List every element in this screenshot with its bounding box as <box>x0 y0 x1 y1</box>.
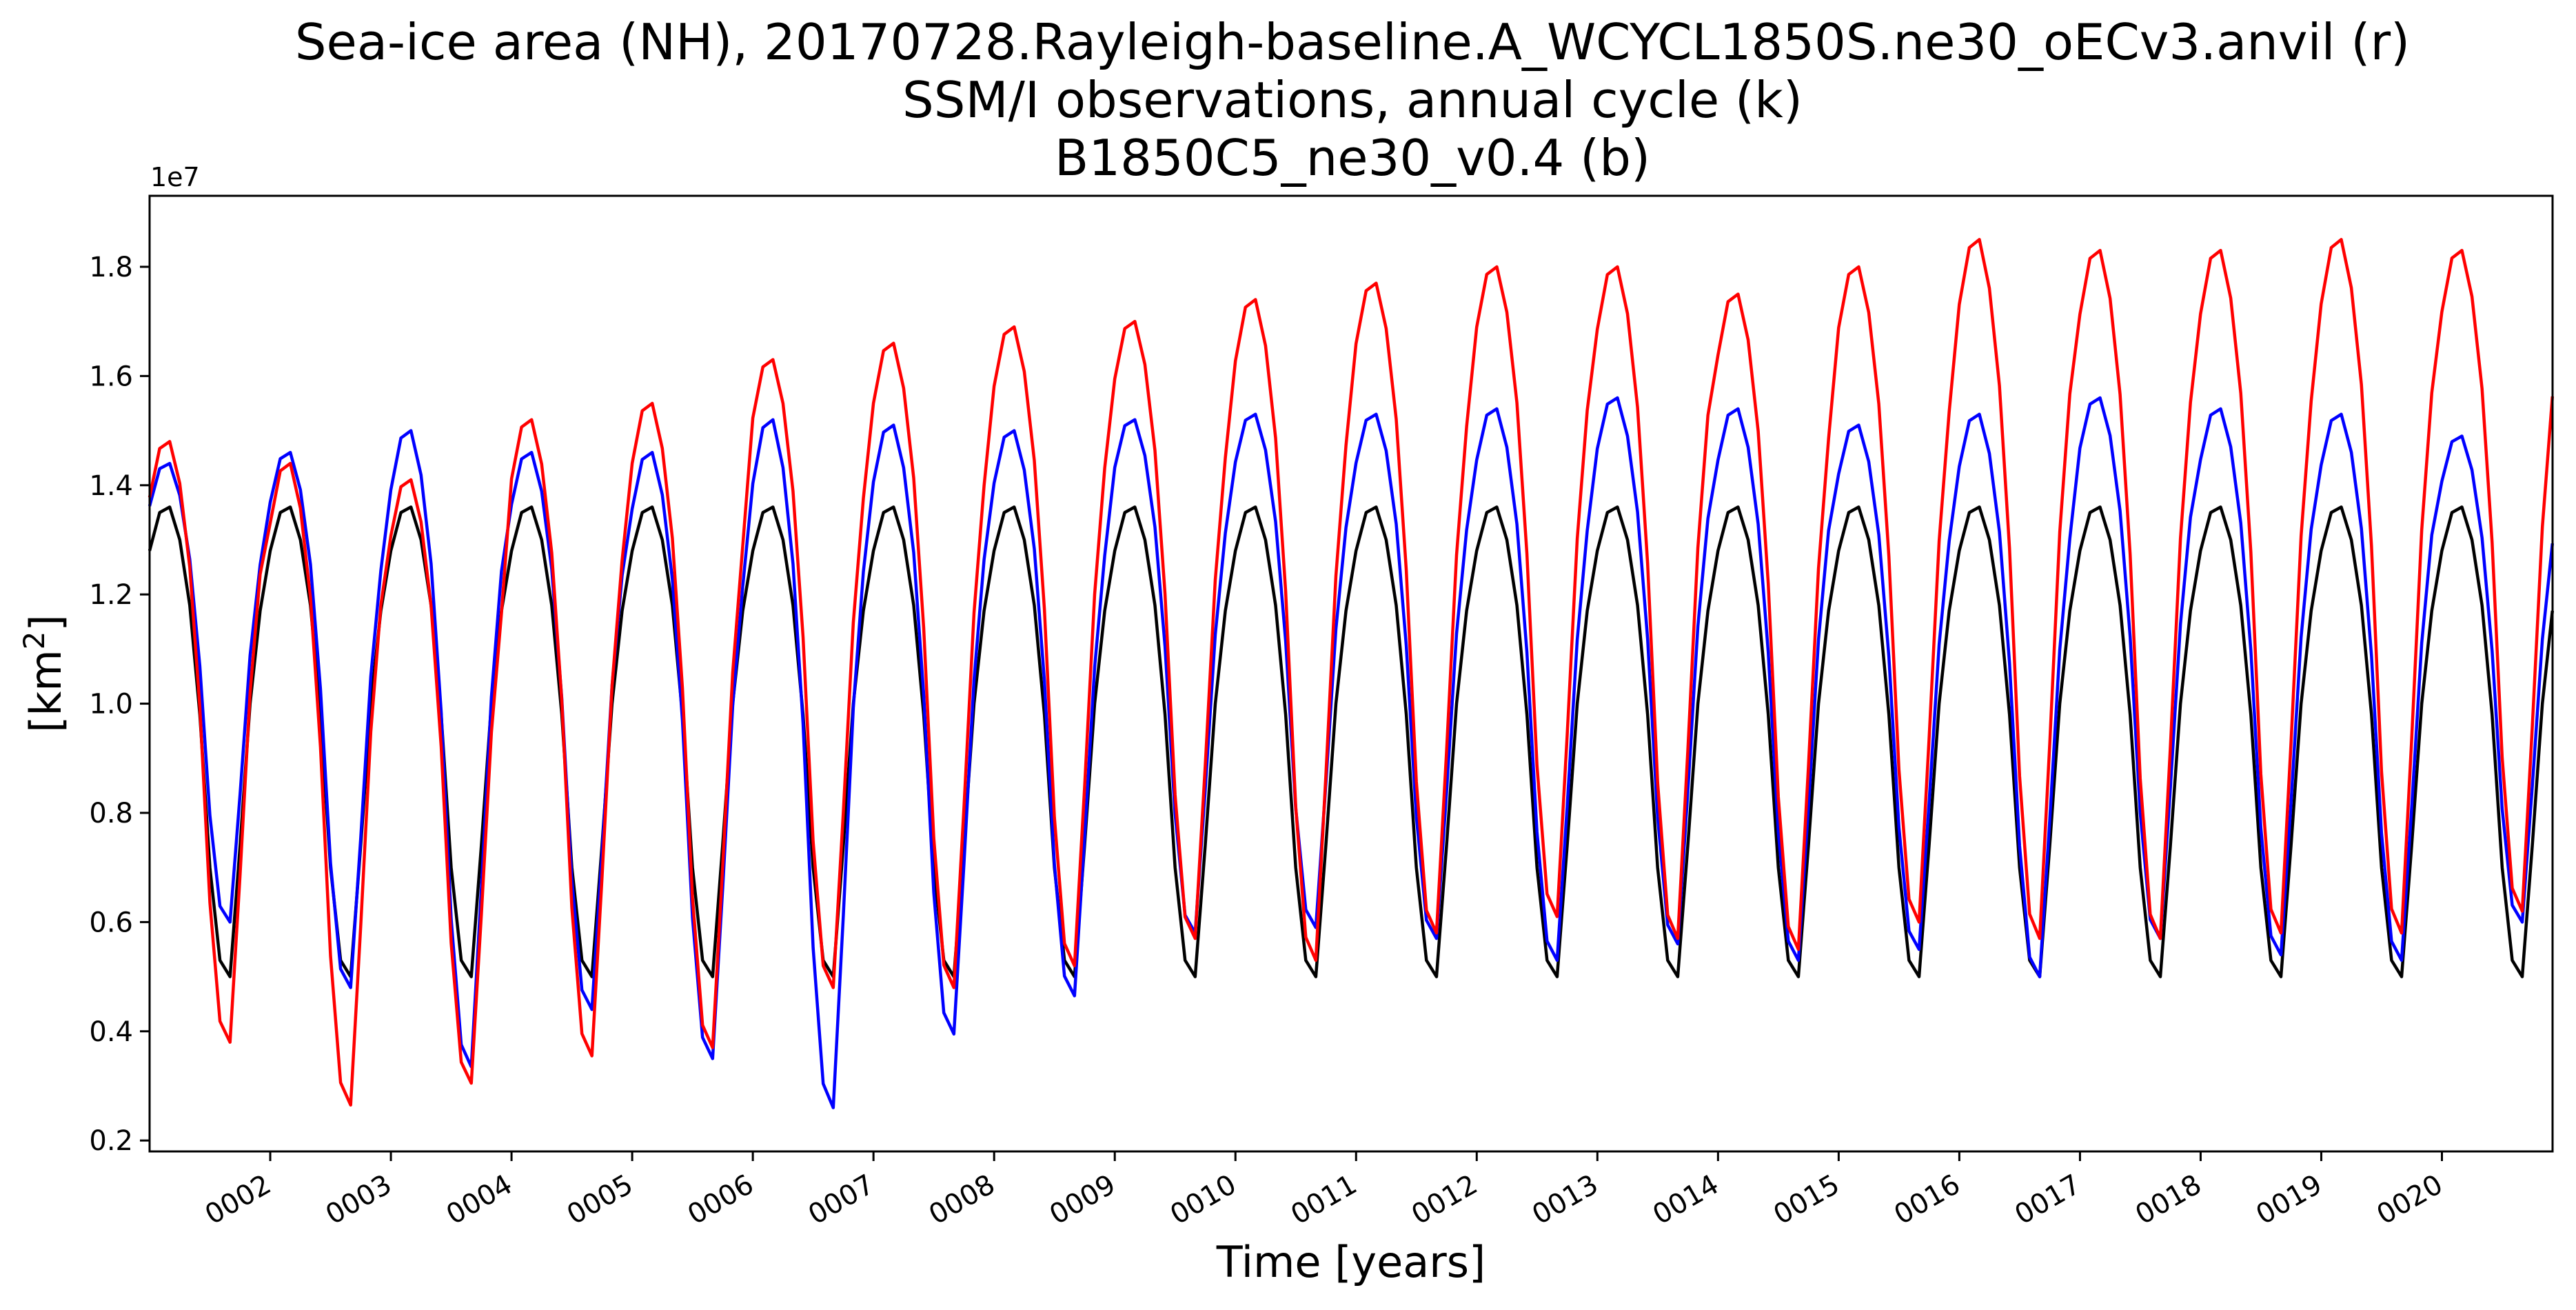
y-axis-label-end: ] <box>21 614 71 631</box>
y-tick-label: 0.2 <box>89 1125 133 1157</box>
y-axis-ticks: 0.2 0.4 0.6 0.8 1.0 1.2 1.4 1.6 1.8 <box>89 252 150 1157</box>
y-axis-label: [km2] <box>17 614 71 732</box>
x-axis-label: Time [years] <box>1216 1237 1485 1287</box>
y-tick-label: 0.6 <box>89 907 133 938</box>
x-tick-label: 0004 <box>441 1169 518 1231</box>
x-tick-label: 0020 <box>2371 1169 2448 1231</box>
x-tick-label: 0002 <box>200 1169 276 1231</box>
x-axis-ticks: 0002 0003 0004 0005 0006 0007 0008 0009 0010 0011… <box>200 1151 2448 1231</box>
x-tick-label: 0016 <box>1889 1169 1965 1231</box>
x-tick-label: 0007 <box>803 1169 880 1231</box>
plot-frame <box>148 194 2554 1153</box>
y-tick-label: 1.6 <box>89 361 133 392</box>
chart-title: Sea-ice area (NH), 20170728.Rayleigh-bas… <box>295 13 2410 187</box>
x-tick-label: 0012 <box>1406 1169 1483 1231</box>
series-line-base-b <box>148 396 2555 1109</box>
x-tick-label: 0013 <box>1527 1169 1603 1231</box>
x-tick-label: 0010 <box>1165 1169 1241 1231</box>
y-offset-label: 1e7 <box>150 162 200 192</box>
y-tick-label: 1.2 <box>89 579 133 611</box>
x-tick-label: 0015 <box>1768 1169 1845 1231</box>
x-tick-label: 0014 <box>1647 1169 1724 1231</box>
x-tick-label: 0006 <box>682 1169 759 1231</box>
y-tick-label: 1.4 <box>89 470 133 502</box>
x-tick-label: 0009 <box>1044 1169 1121 1231</box>
x-tick-label: 0003 <box>321 1169 397 1231</box>
x-tick-label: 0019 <box>2251 1169 2327 1231</box>
series-line-run-r <box>148 238 2555 1107</box>
x-tick-label: 0018 <box>2130 1169 2207 1231</box>
title-line-1: Sea-ice area (NH), 20170728.Rayleigh-bas… <box>295 13 2410 71</box>
x-tick-label: 0005 <box>562 1169 638 1231</box>
title-line-3: B1850C5_ne30_v0.4 (b) <box>1055 129 1650 187</box>
y-tick-label: 0.4 <box>89 1016 133 1048</box>
x-tick-label: 0017 <box>2009 1169 2086 1231</box>
y-axis-label-sup: 2 <box>17 631 51 649</box>
x-tick-label: 0008 <box>924 1169 1000 1231</box>
y-axis-label-main: [km <box>21 649 71 733</box>
series-line-obs-k <box>148 505 2555 978</box>
y-tick-label: 0.8 <box>89 798 133 829</box>
y-tick-label: 1.8 <box>89 252 133 283</box>
plot-area <box>148 238 2555 1109</box>
y-tick-label: 1.0 <box>89 689 133 720</box>
x-tick-label: 0011 <box>1286 1169 1362 1231</box>
title-line-2: SSM/I observations, annual cycle (k) <box>902 71 1803 129</box>
